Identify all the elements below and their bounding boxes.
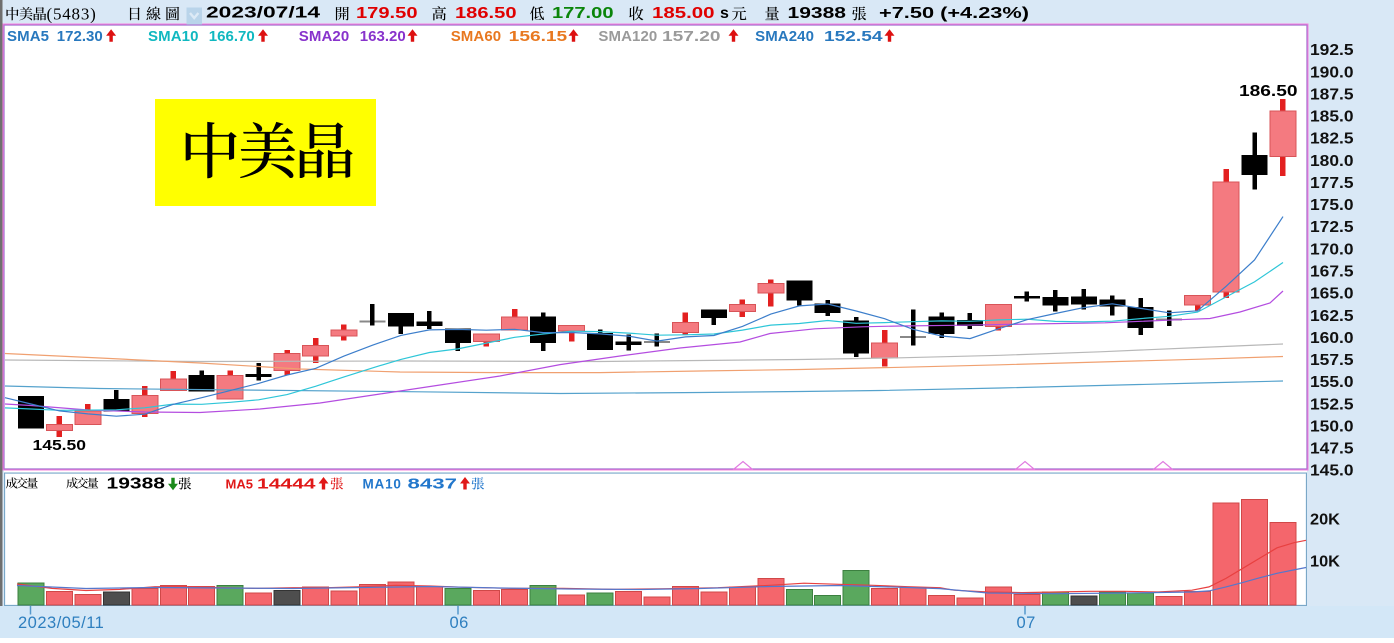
svg-text:179.50: 179.50 [356,5,418,22]
svg-text:177.00: 177.00 [552,5,614,22]
svg-text:155.0: 155.0 [1310,374,1354,391]
svg-text:157.20: 157.20 [662,28,721,45]
svg-text:162.5: 162.5 [1310,308,1354,325]
svg-text:+7.50 (+4.23%): +7.50 (+4.23%) [879,5,1029,22]
svg-text:s: s [720,5,729,22]
svg-text:165.0: 165.0 [1310,286,1354,303]
svg-text:186.50: 186.50 [1239,83,1298,100]
svg-text:175.0: 175.0 [1310,197,1354,214]
svg-text:SMA60: SMA60 [451,28,502,45]
svg-text:2023/05/11: 2023/05/11 [18,614,104,632]
svg-text:147.5: 147.5 [1310,441,1354,458]
svg-text:180.0: 180.0 [1310,153,1354,170]
svg-text:20K: 20K [1310,512,1340,529]
svg-text:172.5: 172.5 [1310,219,1354,236]
svg-text:145.0: 145.0 [1310,463,1354,480]
svg-text:167.5: 167.5 [1310,264,1354,281]
svg-text:160.0: 160.0 [1310,330,1354,347]
svg-text:163.20: 163.20 [360,28,406,45]
svg-text:192.5: 192.5 [1310,42,1354,59]
svg-text:SMA5: SMA5 [7,28,49,45]
svg-text:SMA10: SMA10 [148,28,199,45]
svg-text:186.50: 186.50 [455,5,517,22]
svg-text:190.0: 190.0 [1310,64,1354,81]
svg-text:MA5: MA5 [226,477,253,492]
svg-text:182.5: 182.5 [1310,131,1354,148]
svg-text:152.54: 152.54 [824,28,883,45]
svg-text:19388: 19388 [788,5,847,22]
svg-text:MA10: MA10 [363,477,402,492]
svg-text:150.0: 150.0 [1310,418,1354,435]
svg-text:07: 07 [1017,614,1036,632]
svg-text:19388: 19388 [107,476,166,493]
svg-text:185.0: 185.0 [1310,109,1354,126]
svg-text:166.70: 166.70 [209,28,255,45]
svg-text:145.50: 145.50 [33,437,87,454]
svg-text:SMA240: SMA240 [755,28,814,45]
svg-text:06: 06 [450,614,469,632]
svg-text:152.5: 152.5 [1310,396,1354,413]
svg-text:185.00: 185.00 [652,5,715,22]
svg-text:2023/07/14: 2023/07/14 [206,5,320,22]
svg-text:SMA120: SMA120 [598,28,657,45]
svg-text:157.5: 157.5 [1310,352,1354,369]
svg-text:(5483): (5483) [47,5,97,24]
svg-text:172.30: 172.30 [57,28,103,45]
svg-text:156.15: 156.15 [509,28,568,45]
svg-text:177.5: 177.5 [1310,175,1354,192]
svg-text:SMA20: SMA20 [299,28,350,45]
svg-text:170.0: 170.0 [1310,241,1354,258]
svg-text:187.5: 187.5 [1310,86,1354,103]
svg-text:8437: 8437 [408,476,458,493]
svg-text:10K: 10K [1310,554,1340,571]
svg-text:14444: 14444 [257,476,316,493]
